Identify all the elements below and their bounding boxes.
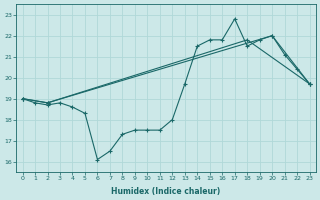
X-axis label: Humidex (Indice chaleur): Humidex (Indice chaleur): [111, 187, 221, 196]
